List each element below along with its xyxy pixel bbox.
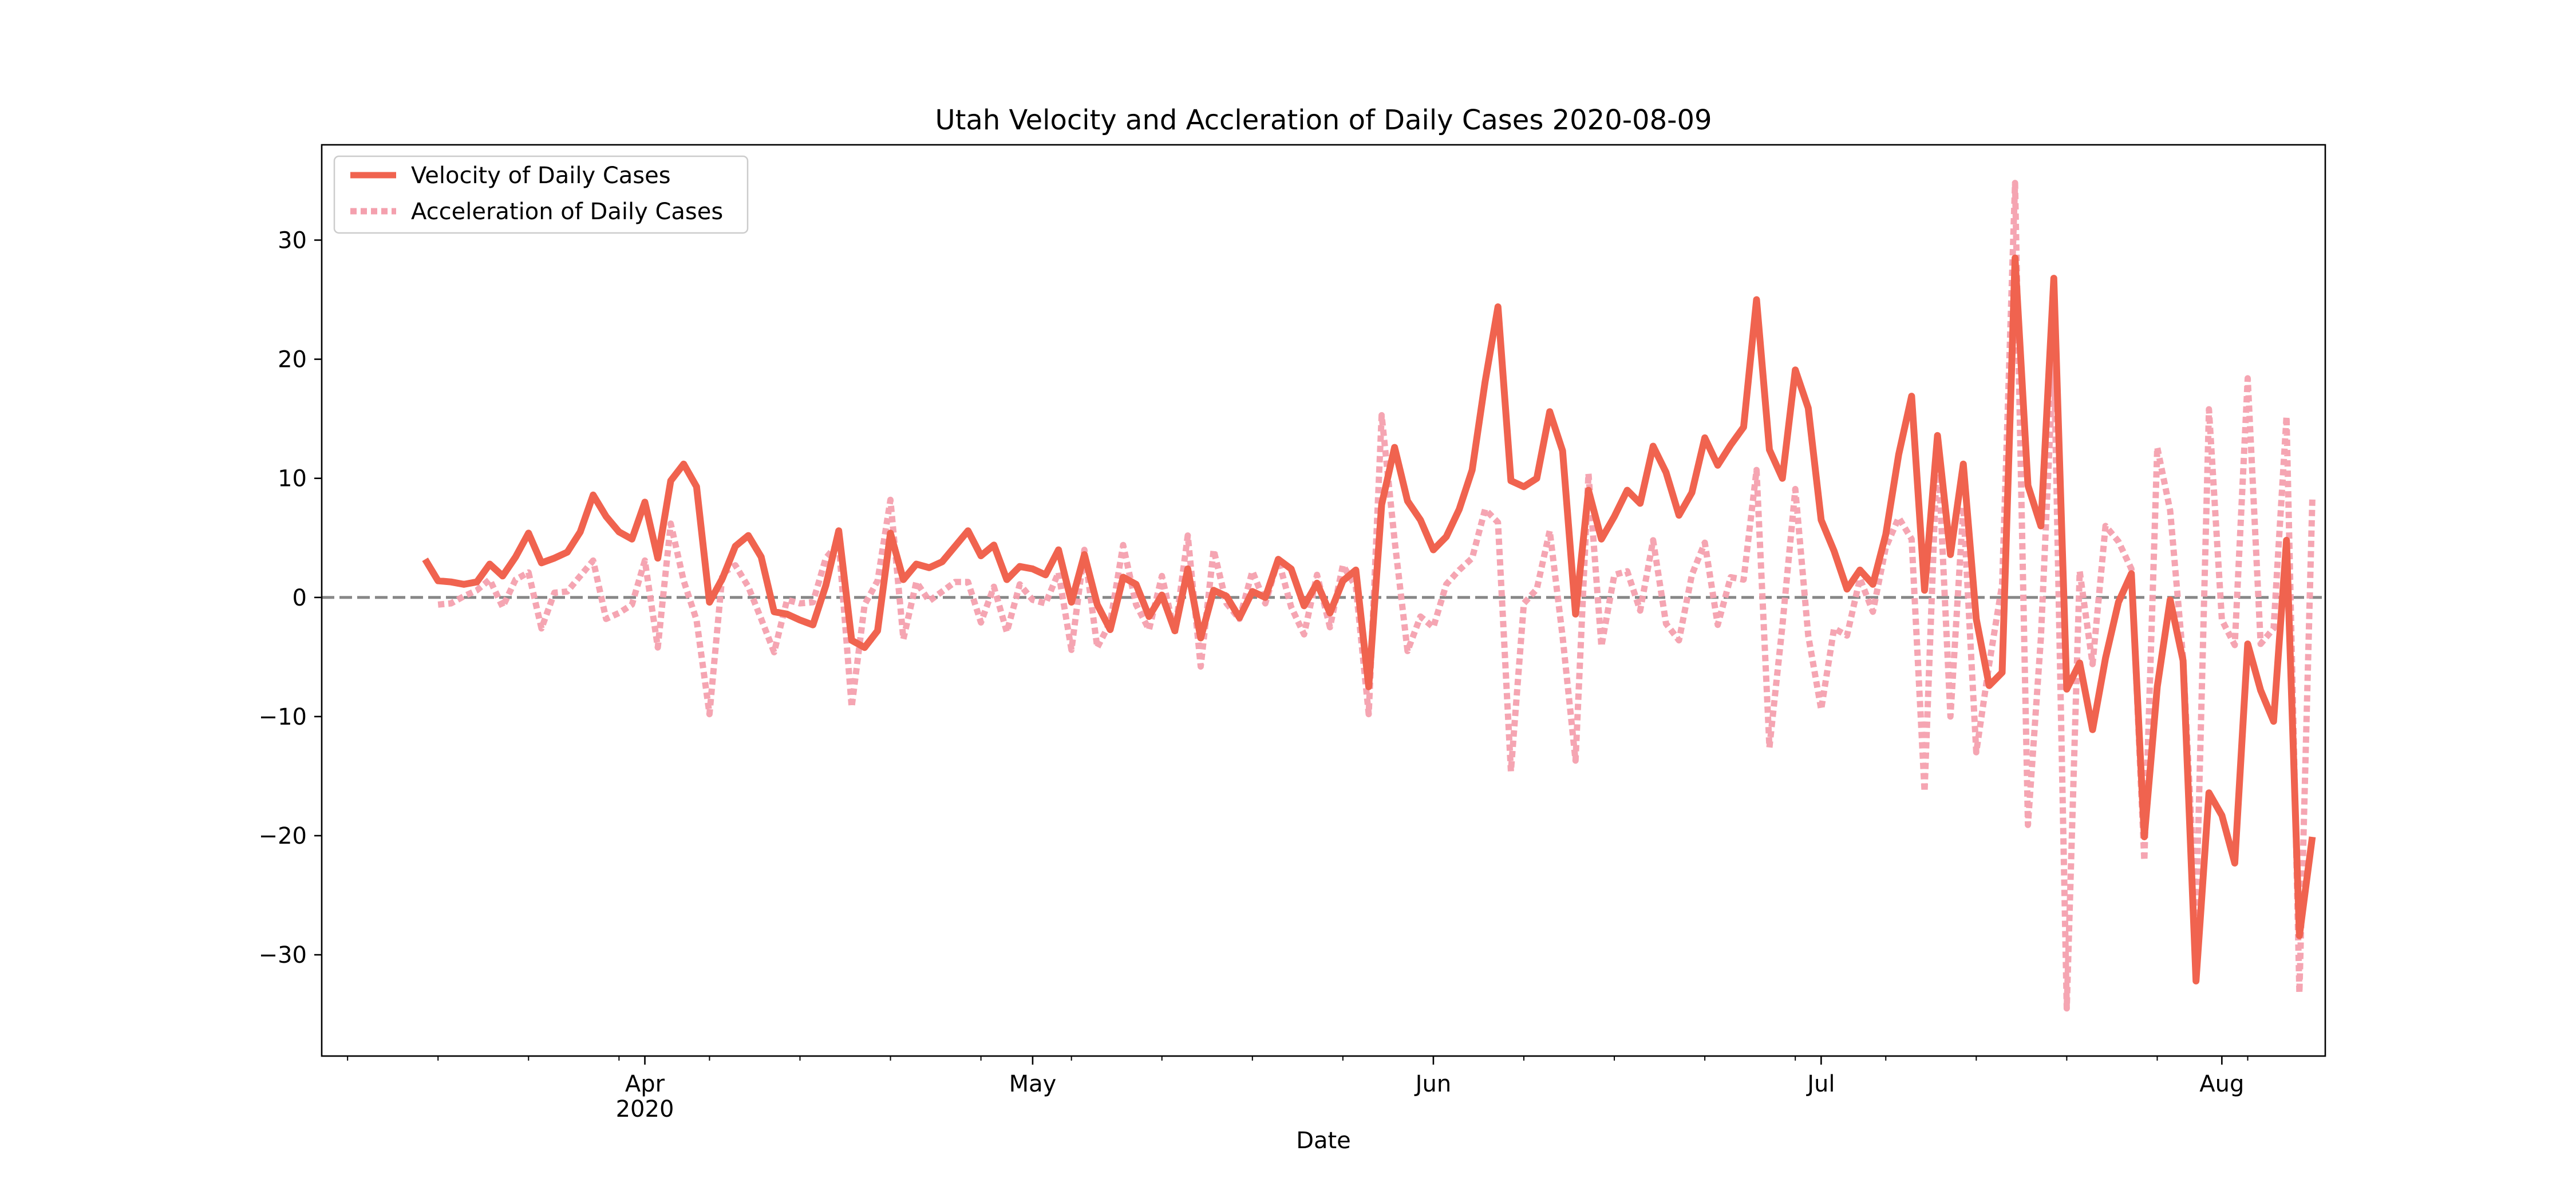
plot-frame <box>321 144 2326 1057</box>
x-tick-label: Jun <box>1414 1071 1452 1097</box>
x-tick-label: Aug <box>2199 1071 2244 1097</box>
series-line-velocity <box>422 254 2316 984</box>
plot-content <box>322 180 2325 1012</box>
x-tick-sublabel: 2020 <box>616 1096 674 1122</box>
y-tick-label: 10 <box>278 466 307 492</box>
series-group <box>322 180 2325 1012</box>
y-tick-label: 0 <box>293 585 307 611</box>
y-axis: −30 −20 −10 0 10 20 30 <box>259 227 322 968</box>
chart-title: Utah Velocity and Accleration of Daily C… <box>935 104 1712 136</box>
legend-label-velocity: Velocity of Daily Cases <box>411 163 671 189</box>
legend-label-acceleration: Acceleration of Daily Cases <box>411 199 723 225</box>
x-tick-label: Jul <box>1805 1071 1835 1097</box>
x-axis-label: Date <box>1296 1128 1351 1154</box>
y-tick-label: −30 <box>259 942 307 968</box>
legend: Velocity of Daily Cases Acceleration of … <box>333 155 749 234</box>
x-tick-label: Apr <box>625 1071 665 1097</box>
y-tick-label: 30 <box>278 227 307 254</box>
y-tick-label: 20 <box>278 347 307 373</box>
x-tick-label: May <box>1009 1071 1057 1097</box>
y-tick-label: −10 <box>259 704 307 730</box>
y-tick-label: −20 <box>259 823 307 849</box>
legend-box <box>333 155 749 234</box>
